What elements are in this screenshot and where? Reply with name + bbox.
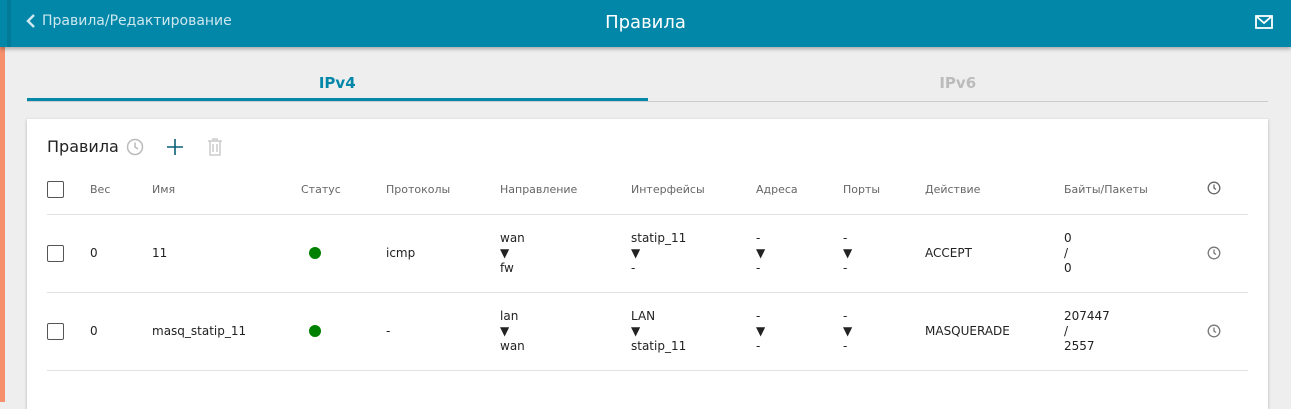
- col-weight[interactable]: Вес: [90, 183, 111, 196]
- col-bytes-packets[interactable]: Байты/Пакеты: [1064, 183, 1148, 196]
- col-ports[interactable]: Порты: [843, 183, 881, 196]
- arrow-down-icon: ▼: [631, 246, 641, 260]
- addr-from: -: [756, 309, 761, 323]
- if-from: statip_11: [631, 231, 687, 245]
- col-addresses[interactable]: Адреса: [756, 183, 798, 196]
- arrow-down-icon: ▼: [843, 246, 853, 260]
- ports: - ▼ -: [843, 309, 852, 354]
- page-title: Правила: [605, 12, 686, 33]
- bytes-packets: 207447/2557: [1064, 309, 1110, 354]
- mail-icon[interactable]: [1255, 15, 1273, 29]
- direction: lan ▼ wan: [500, 309, 525, 354]
- tab-ipv4[interactable]: IPv4: [27, 70, 648, 101]
- port-to: -: [843, 339, 848, 353]
- separator: /: [1064, 246, 1069, 260]
- dir-from: wan: [500, 231, 525, 245]
- select-all-checkbox[interactable]: [47, 181, 64, 198]
- action: ACCEPT: [925, 246, 972, 260]
- col-direction[interactable]: Направление: [500, 183, 578, 196]
- if-to: -: [631, 261, 636, 275]
- weight: 0: [90, 324, 98, 338]
- addr-to: -: [756, 261, 761, 275]
- rule-name: masq_statip_11: [152, 324, 247, 338]
- top-bar: Правила/Редактирование Правила: [0, 0, 1291, 47]
- ports: - ▼ -: [843, 231, 852, 276]
- arrow-down-icon: ▼: [756, 246, 766, 260]
- bytes: 207447: [1064, 309, 1110, 323]
- divider: [47, 214, 1248, 215]
- port-to: -: [843, 261, 848, 275]
- direction: wan ▼ fw: [500, 231, 525, 276]
- row-checkbox[interactable]: [47, 245, 64, 262]
- addresses: - ▼ -: [756, 309, 765, 354]
- dir-to: wan: [500, 339, 525, 353]
- port-from: -: [843, 309, 848, 323]
- bytes-packets: 0/0: [1064, 231, 1072, 276]
- arrow-down-icon: ▼: [500, 324, 510, 338]
- divider: [47, 370, 1248, 371]
- packets: 2557: [1064, 339, 1095, 353]
- protocol: -: [386, 324, 391, 338]
- dir-to: fw: [500, 261, 514, 275]
- divider: [47, 292, 1248, 293]
- add-icon[interactable]: [166, 138, 184, 156]
- weight: 0: [90, 246, 98, 260]
- arrow-down-icon: ▼: [500, 246, 510, 260]
- ip-tabs: IPv4 IPv6: [27, 70, 1268, 102]
- clock-icon: [1207, 181, 1221, 195]
- col-name[interactable]: Имя: [152, 183, 176, 196]
- trash-icon[interactable]: [207, 138, 223, 156]
- arrow-down-icon: ▼: [631, 324, 641, 338]
- clock-icon[interactable]: [1207, 246, 1221, 260]
- bytes: 0: [1064, 231, 1072, 245]
- col-interfaces[interactable]: Интерфейсы: [631, 183, 705, 196]
- clock-icon[interactable]: [1207, 324, 1221, 338]
- tab-ipv6[interactable]: IPv6: [939, 74, 977, 92]
- addr-from: -: [756, 231, 761, 245]
- rules-card: Правила Вес Имя Статус Протоколы Направл…: [27, 119, 1268, 409]
- back-link[interactable]: Правила/Редактирование: [26, 13, 232, 29]
- header-edge: [7, 0, 11, 47]
- if-to: statip_11: [631, 339, 687, 353]
- status-indicator: [309, 247, 321, 259]
- arrow-down-icon: ▼: [756, 324, 766, 338]
- row-checkbox[interactable]: [47, 323, 64, 340]
- protocol: icmp: [386, 246, 416, 260]
- interfaces: statip_11 ▼ -: [631, 231, 686, 276]
- status-indicator: [309, 325, 321, 337]
- separator: /: [1064, 324, 1069, 338]
- rule-name: 11: [152, 246, 168, 260]
- col-action[interactable]: Действие: [925, 183, 981, 196]
- clock-icon[interactable]: [126, 138, 144, 156]
- action: MASQUERADE: [925, 324, 1010, 338]
- dir-from: lan: [500, 309, 519, 323]
- chevron-left-icon: [26, 14, 35, 28]
- col-protocols[interactable]: Протоколы: [386, 183, 451, 196]
- port-from: -: [843, 231, 848, 245]
- addr-to: -: [756, 339, 761, 353]
- arrow-down-icon: ▼: [843, 324, 853, 338]
- back-label: Правила/Редактирование: [42, 13, 232, 29]
- interfaces: LAN ▼ statip_11: [631, 309, 686, 354]
- col-status[interactable]: Статус: [301, 183, 341, 196]
- addresses: - ▼ -: [756, 231, 765, 276]
- side-strip: [0, 0, 5, 402]
- card-title: Правила: [47, 137, 119, 156]
- packets: 0: [1064, 261, 1072, 275]
- if-from: LAN: [631, 309, 656, 323]
